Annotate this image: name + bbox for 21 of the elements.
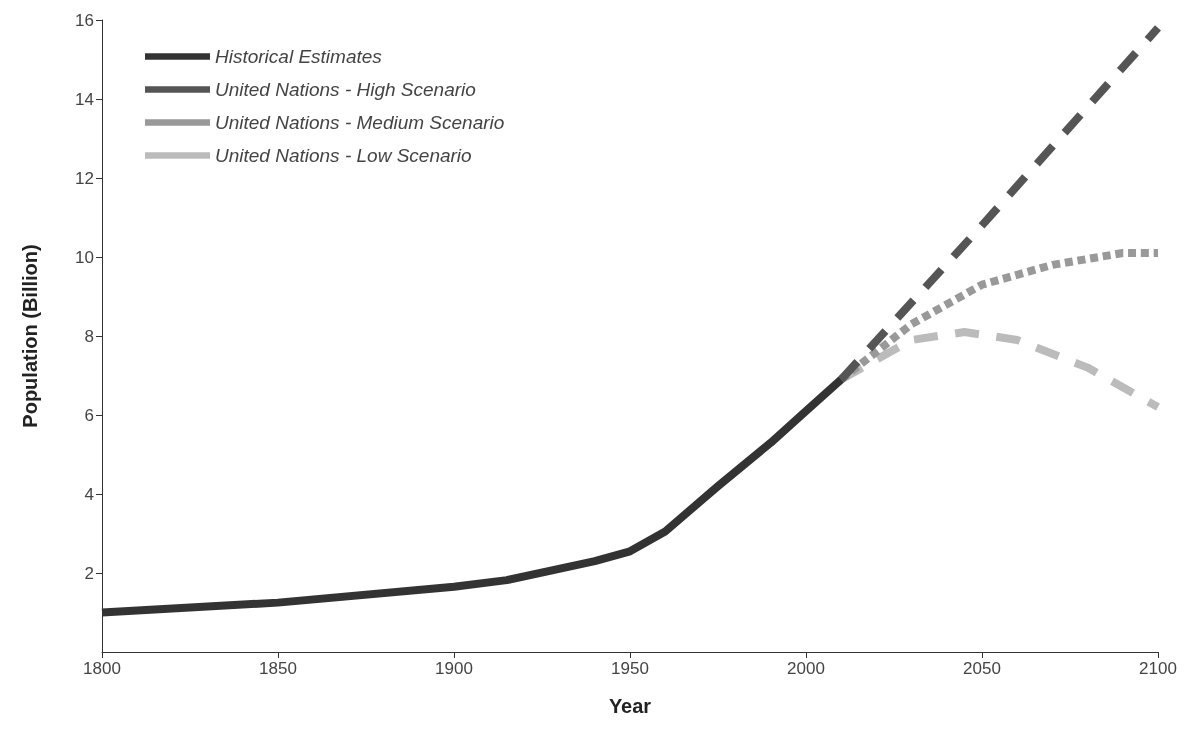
y-tick-label: 6 bbox=[84, 405, 94, 425]
x-tick-label: 1950 bbox=[611, 659, 649, 678]
x-tick-label: 1850 bbox=[259, 659, 297, 678]
x-tick-label: 1800 bbox=[83, 659, 121, 678]
legend-label: United Nations - Medium Scenario bbox=[215, 112, 505, 133]
y-tick-label: 8 bbox=[84, 326, 94, 346]
x-tick-label: 2100 bbox=[1139, 659, 1177, 678]
legend-label: United Nations - High Scenario bbox=[215, 79, 476, 100]
y-tick-label: 2 bbox=[84, 563, 94, 583]
legend-label: United Nations - Low Scenario bbox=[215, 145, 472, 166]
y-tick-label: 16 bbox=[75, 10, 94, 30]
x-axis-title: Year bbox=[608, 695, 652, 717]
y-tick-label: 14 bbox=[75, 89, 94, 109]
y-tick-label: 12 bbox=[75, 168, 94, 188]
x-tick-label: 2000 bbox=[787, 659, 825, 678]
y-tick-label: 4 bbox=[84, 484, 94, 504]
y-axis-title: Population (Billion) bbox=[19, 244, 41, 428]
x-tick-label: 1900 bbox=[435, 659, 473, 678]
y-tick-label: 10 bbox=[75, 247, 94, 267]
x-tick-label: 2050 bbox=[963, 659, 1001, 678]
legend-label: Historical Estimates bbox=[215, 46, 383, 67]
